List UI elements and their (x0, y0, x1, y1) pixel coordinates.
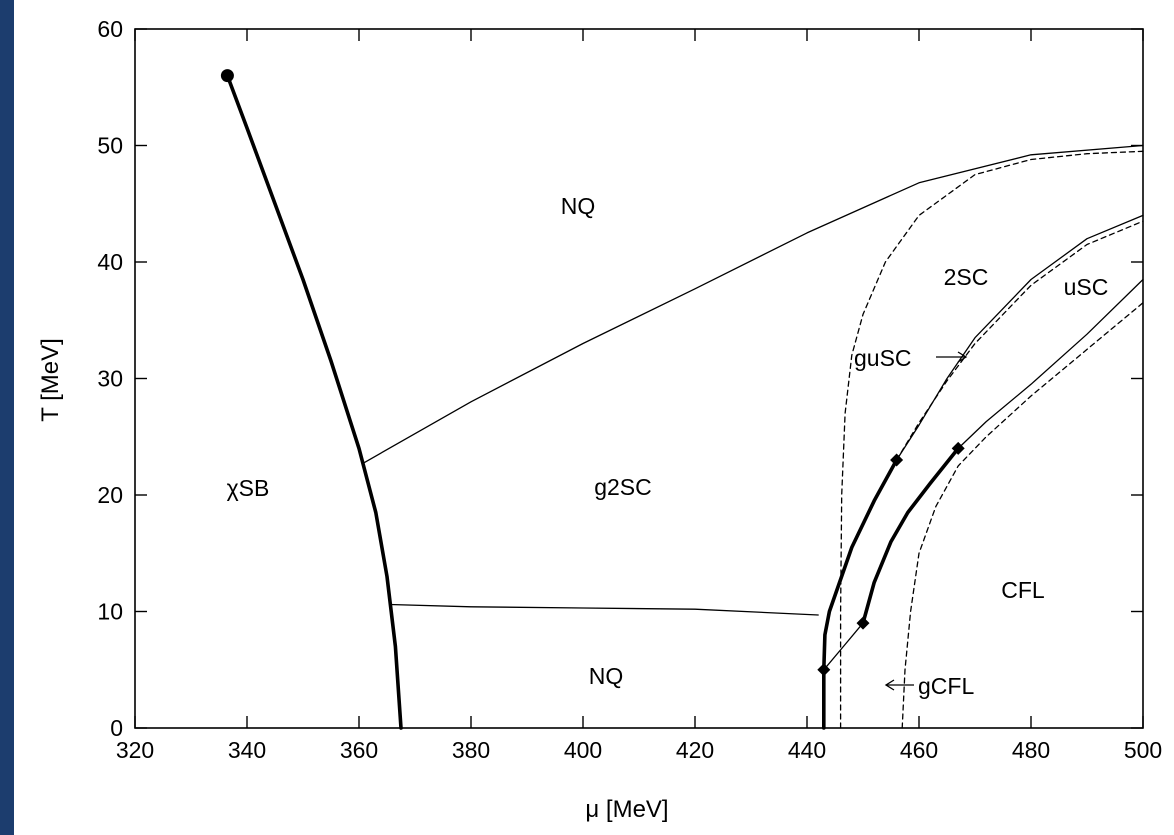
phase-boundary-thin-6 (895, 214, 1144, 461)
endpoint-diamond-marker (951, 441, 965, 455)
markers-layer (220, 69, 965, 677)
axes-layer: 320 340 360 380 400 420 440 460 480 500 0 10 20 30 40 5… (97, 16, 1162, 763)
x-tick-label: 460 (900, 737, 938, 763)
y-tick-label: 20 (97, 482, 123, 508)
gusc-arrow-icon (936, 351, 968, 363)
region-label-nq-bottom: NQ (589, 663, 624, 689)
phase-boundary-thick-0 (225, 73, 403, 730)
endpoint-diamond-marker (890, 453, 904, 467)
gcfl-arrow-icon (884, 679, 914, 691)
x-tick-label: 440 (788, 737, 826, 763)
x-axis-label: μ [MeV] (585, 796, 668, 823)
x-tick-label: 420 (676, 737, 714, 763)
phase-boundary-dashed-9 (895, 220, 1144, 461)
x-tick-label: 500 (1124, 737, 1162, 763)
plot-frame (134, 28, 1144, 729)
region-label-chisb: χSB (227, 475, 270, 501)
region-label-usc: uSC (1064, 274, 1109, 300)
x-tick-label: 320 (116, 737, 154, 763)
y-axis-label: T [MeV] (37, 338, 64, 422)
x-tick-label: 340 (228, 737, 266, 763)
phase-boundary-thick-3 (821, 458, 899, 730)
region-label-gusc: guSC (854, 345, 912, 371)
phase-boundary-dashed-8 (839, 150, 1144, 729)
y-tick-label: 60 (97, 16, 123, 42)
y-tick-label: 50 (97, 133, 123, 159)
y-tick-label: 10 (97, 599, 123, 625)
x-tick-label: 400 (564, 737, 602, 763)
phase-boundary-thin-2 (389, 603, 819, 616)
lines-layer (225, 73, 1144, 730)
phase-boundary-thin-1 (363, 144, 1144, 464)
x-tick-label: 480 (1012, 737, 1050, 763)
phase-boundary-thin-7 (957, 278, 1144, 450)
phase-boundary-thick-4 (861, 446, 961, 625)
region-label-2sc: 2SC (944, 264, 989, 290)
endpoint-diamond-marker (817, 663, 831, 677)
y-tick-label: 40 (97, 249, 123, 275)
x-tick-label: 360 (340, 737, 378, 763)
y-tick-label: 0 (110, 715, 123, 741)
region-label-gcfl: gCFL (918, 673, 974, 699)
x-tick-label: 380 (452, 737, 490, 763)
plot-panel (14, 0, 1174, 835)
phase-boundary-thin-5 (823, 622, 864, 671)
y-tick-label: 30 (97, 366, 123, 392)
phase-boundary-dashed-10 (901, 302, 1144, 729)
critical-point-marker (220, 69, 234, 83)
region-label-nq-top: NQ (561, 193, 596, 219)
endpoint-diamond-marker (856, 616, 870, 630)
region-label-cfl: CFL (1001, 577, 1045, 603)
region-label-g2sc: g2SC (594, 474, 652, 500)
